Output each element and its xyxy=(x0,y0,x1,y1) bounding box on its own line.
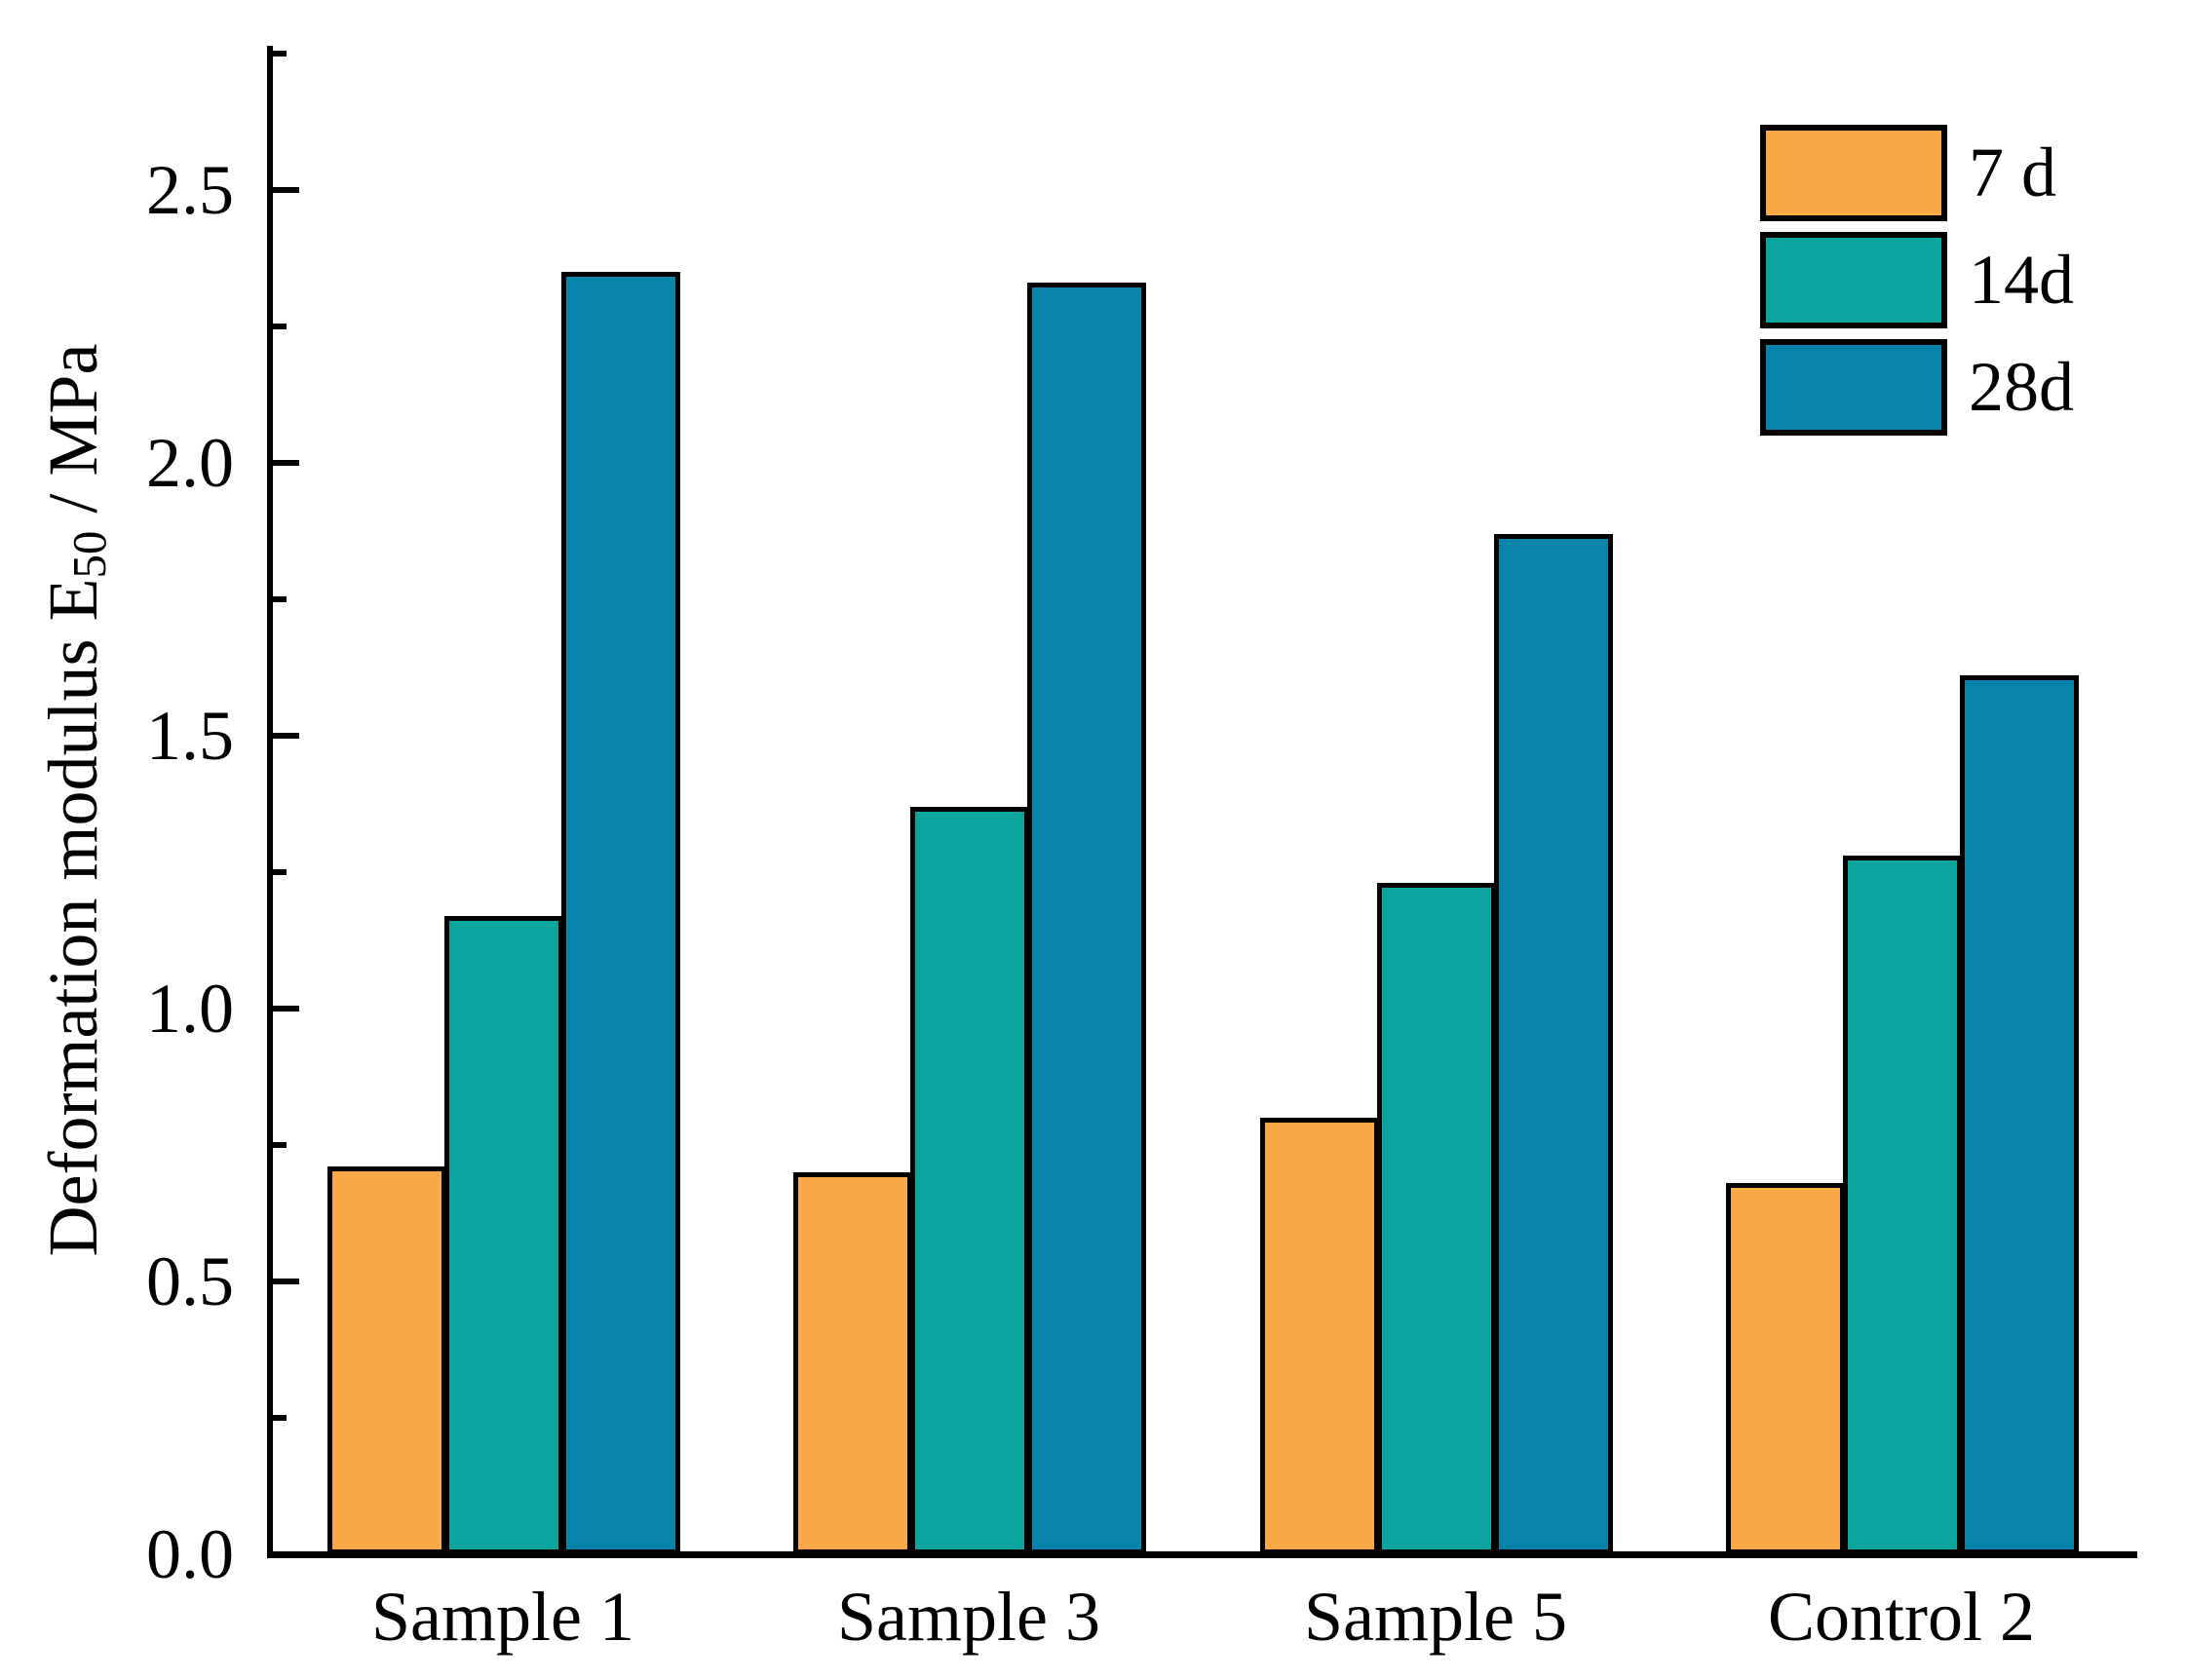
y-tick-label: 1.0 xyxy=(146,970,234,1048)
y-major-tick xyxy=(270,1006,299,1012)
y-minor-tick xyxy=(270,51,287,57)
bar-sample5-28d xyxy=(1494,534,1613,1554)
legend-label-14d: 14d xyxy=(1969,241,2074,319)
x-category-label: Control 2 xyxy=(1767,1578,2035,1656)
bar-sample1-14d xyxy=(444,916,563,1554)
y-tick-label: 2.5 xyxy=(146,151,234,229)
legend-label-28d: 28d xyxy=(1969,348,2074,426)
legend-item: 28d xyxy=(1760,339,2074,436)
y-major-tick xyxy=(270,1551,299,1557)
bar-sample1-28d xyxy=(561,272,680,1554)
legend-swatch-14d xyxy=(1760,232,1947,328)
y-tick-label: 1.5 xyxy=(146,697,234,775)
bar-sample3-14d xyxy=(910,807,1029,1554)
y-axis-title: Deformation modulus E50 / MPa xyxy=(24,20,122,1580)
y-major-tick xyxy=(270,733,299,739)
y-major-tick xyxy=(270,187,299,193)
legend-item: 7 d xyxy=(1760,125,2056,221)
bar-sample3-28d xyxy=(1027,283,1146,1554)
bar-sample5-14d xyxy=(1377,883,1496,1554)
x-category-label: Sample 5 xyxy=(1304,1578,1567,1656)
x-category-label: Sample 1 xyxy=(371,1578,634,1656)
x-axis-spine xyxy=(267,1551,2137,1558)
bar-control2-7d xyxy=(1726,1183,1845,1554)
y-tick-label: 0.5 xyxy=(146,1242,234,1320)
y-minor-tick xyxy=(270,1142,287,1148)
legend-swatch-7d xyxy=(1760,125,1947,221)
y-axis-title-subscript: 50 xyxy=(61,530,116,579)
y-axis-title-prefix: Deformation modulus E xyxy=(34,578,112,1257)
bar-sample1-7d xyxy=(327,1166,446,1554)
y-tick-label: 0.0 xyxy=(146,1515,234,1593)
y-minor-tick xyxy=(270,1415,287,1421)
y-tick-label: 2.0 xyxy=(146,424,234,502)
y-axis-spine xyxy=(267,46,273,1557)
y-minor-tick xyxy=(270,596,287,602)
legend-item: 14d xyxy=(1760,232,2074,328)
y-minor-tick xyxy=(270,869,287,875)
legend-swatch-28d xyxy=(1760,339,1947,436)
x-category-label: Sample 3 xyxy=(837,1578,1100,1656)
bar-sample3-7d xyxy=(793,1172,912,1554)
y-major-tick xyxy=(270,460,299,466)
bar-sample5-7d xyxy=(1260,1118,1379,1554)
legend-label-7d: 7 d xyxy=(1969,134,2056,211)
bar-control2-28d xyxy=(1960,675,2079,1554)
bar-control2-14d xyxy=(1843,856,1962,1554)
y-minor-tick xyxy=(270,324,287,329)
y-major-tick xyxy=(270,1279,299,1284)
